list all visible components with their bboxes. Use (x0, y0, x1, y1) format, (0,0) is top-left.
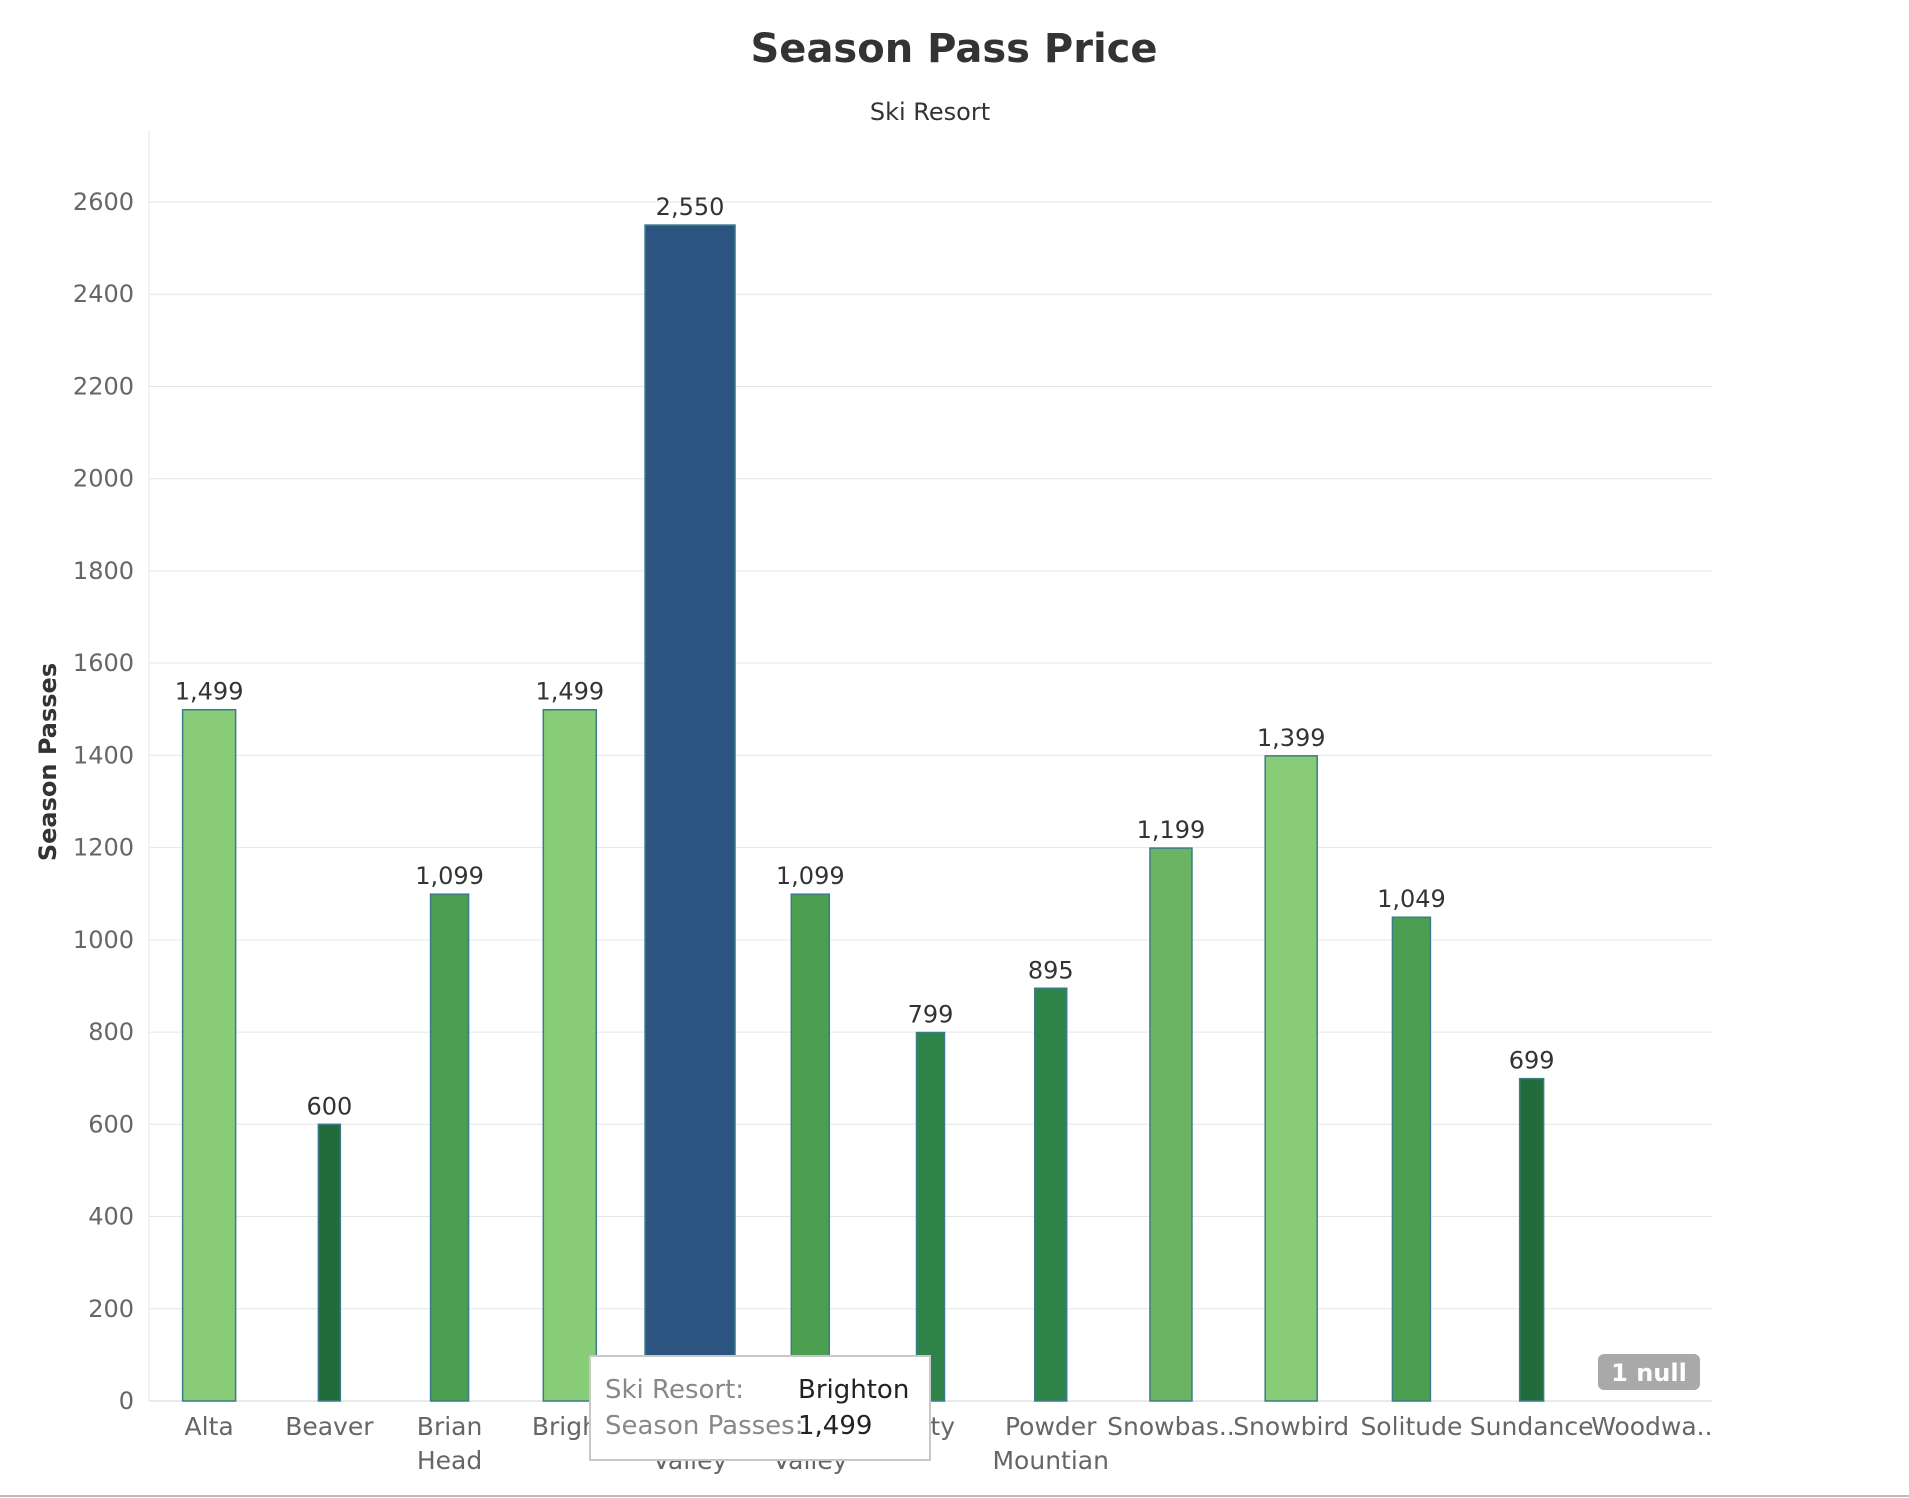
x-category-label: Alta (185, 1412, 234, 1441)
chart-title: Season Pass Price (751, 26, 1158, 72)
y-tick-label: 1800 (73, 557, 134, 585)
y-tick-label: 400 (88, 1203, 134, 1231)
y-tick-label: 2600 (73, 188, 134, 216)
bar-value-label: 1,199 (1137, 816, 1206, 844)
tooltip: Ski Resort: Brighton Season Passes: 1,49… (589, 1355, 931, 1461)
x-category-label: Head (417, 1446, 482, 1475)
x-category-label: Solitude (1360, 1412, 1462, 1441)
x-category-label: Woodwa.. (1591, 1412, 1712, 1441)
y-tick-label: 0 (119, 1387, 134, 1415)
bar[interactable] (1264, 755, 1318, 1402)
data-labels: 1,499 600 1,099 1,499 2,550 1,099 799 895 1,199 1… (175, 193, 1555, 1120)
tooltip-key-passes: Season Passes: (605, 1411, 803, 1441)
bar-value-label: 1,499 (535, 678, 604, 706)
y-tick-label: 1400 (73, 741, 134, 769)
bar[interactable] (317, 1123, 342, 1402)
y-tick-label: 200 (88, 1295, 134, 1323)
y-tick-label: 600 (88, 1110, 134, 1138)
bar-value-label: 1,099 (776, 862, 845, 890)
null-indicator[interactable]: 1 null (1598, 1354, 1700, 1390)
bar[interactable] (1033, 987, 1068, 1402)
y-tick-label: 2200 (73, 372, 134, 400)
bar-value-label: 1,049 (1377, 885, 1446, 913)
x-axis-categories: AltaBeaverBrianHeadBrightValleyValleyCit… (185, 1412, 1713, 1475)
bar[interactable] (1149, 847, 1193, 1402)
tooltip-key-resort: Ski Resort: (605, 1375, 744, 1405)
chart-subtitle: Ski Resort (870, 98, 990, 126)
null-indicator-text: 1 null (1611, 1359, 1687, 1387)
bar[interactable] (542, 708, 598, 1402)
bars (181, 224, 1545, 1402)
bar[interactable] (1518, 1077, 1545, 1402)
x-category-label: Powder (1005, 1412, 1097, 1441)
gridlines (149, 201, 1712, 1310)
x-category-label: Sundance (1470, 1412, 1594, 1441)
x-category-label: Beaver (285, 1412, 374, 1441)
y-tick-label: 2400 (73, 280, 134, 308)
y-tick-label: 800 (88, 1018, 134, 1046)
y-tick-label: 2000 (73, 465, 134, 493)
y-axis-title: Season Passes (34, 663, 62, 861)
bar[interactable] (181, 708, 237, 1402)
bar-value-label: 1,399 (1257, 724, 1326, 752)
bar-value-label: 799 (908, 1001, 954, 1029)
bar-value-label: 1,499 (175, 678, 244, 706)
y-tick-label: 1000 (73, 926, 134, 954)
bar-value-label: 1,099 (415, 862, 484, 890)
x-category-label: Snowbird (1233, 1412, 1349, 1441)
bar-value-label: 2,550 (656, 193, 725, 221)
tooltip-value-resort: Brighton (798, 1375, 909, 1405)
bar[interactable] (429, 893, 470, 1402)
y-axis-ticks: 0 200 400 600 800 1000 1200 1400 1600 1800 2000 220… (73, 188, 134, 1415)
y-tick-label: 1600 (73, 649, 134, 677)
bar-value-label: 895 (1028, 956, 1074, 984)
bar[interactable] (644, 224, 736, 1402)
x-category-label: Mountian (992, 1446, 1108, 1475)
bar[interactable] (1391, 916, 1432, 1402)
x-category-label: Brian (417, 1412, 483, 1441)
x-category-label: Snowbas.. (1107, 1412, 1235, 1441)
bar[interactable] (915, 1031, 946, 1402)
tooltip-value-passes: 1,499 (798, 1411, 872, 1441)
bar-value-label: 699 (1509, 1047, 1555, 1075)
bar-value-label: 600 (306, 1092, 352, 1120)
bar[interactable] (790, 893, 831, 1402)
y-tick-label: 1200 (73, 834, 134, 862)
tooltip-box (589, 1355, 931, 1461)
null-indicator-badge[interactable] (1598, 1354, 1700, 1390)
